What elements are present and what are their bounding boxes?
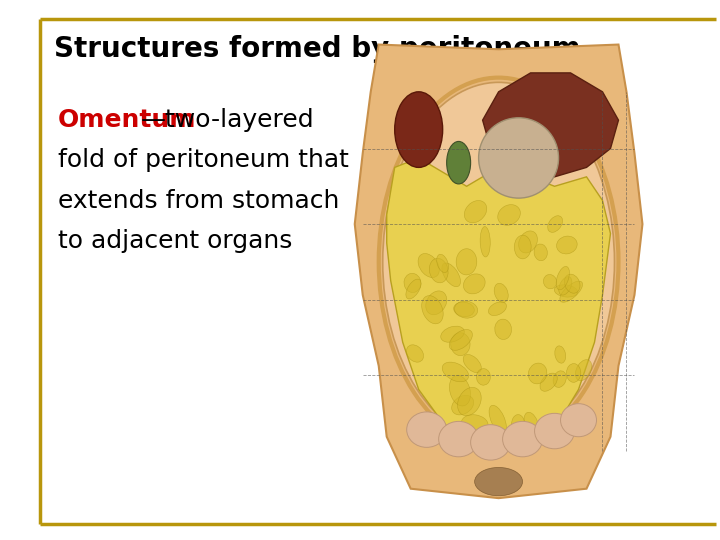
Ellipse shape xyxy=(454,301,477,318)
Ellipse shape xyxy=(495,319,511,340)
Ellipse shape xyxy=(528,363,547,384)
Ellipse shape xyxy=(560,281,582,302)
Ellipse shape xyxy=(426,291,446,315)
Ellipse shape xyxy=(559,276,572,295)
PathPatch shape xyxy=(355,44,642,498)
Ellipse shape xyxy=(418,253,439,278)
Ellipse shape xyxy=(407,412,446,447)
Ellipse shape xyxy=(544,274,557,289)
Ellipse shape xyxy=(404,273,421,293)
Ellipse shape xyxy=(449,375,470,406)
Ellipse shape xyxy=(471,424,510,460)
Ellipse shape xyxy=(406,279,421,299)
Ellipse shape xyxy=(518,231,537,253)
Ellipse shape xyxy=(464,274,485,294)
Ellipse shape xyxy=(463,354,482,373)
Ellipse shape xyxy=(564,274,580,293)
Ellipse shape xyxy=(556,266,570,290)
Ellipse shape xyxy=(438,421,479,457)
Ellipse shape xyxy=(456,249,477,275)
Ellipse shape xyxy=(457,387,481,416)
Ellipse shape xyxy=(511,415,525,436)
Ellipse shape xyxy=(548,215,562,232)
Ellipse shape xyxy=(464,200,487,223)
Ellipse shape xyxy=(534,413,575,449)
Ellipse shape xyxy=(567,363,581,382)
Ellipse shape xyxy=(422,295,444,324)
Ellipse shape xyxy=(498,205,521,225)
Ellipse shape xyxy=(395,92,443,167)
Ellipse shape xyxy=(540,373,557,392)
Ellipse shape xyxy=(446,141,471,184)
Ellipse shape xyxy=(383,82,614,442)
Ellipse shape xyxy=(557,236,577,254)
Ellipse shape xyxy=(477,369,490,385)
Ellipse shape xyxy=(514,235,531,259)
Text: to adjacent organs: to adjacent organs xyxy=(58,230,292,253)
Text: extends from stomach: extends from stomach xyxy=(58,189,339,213)
Ellipse shape xyxy=(561,403,596,437)
Ellipse shape xyxy=(480,227,490,257)
Ellipse shape xyxy=(451,395,474,415)
Text: Structures formed by peritoneum: Structures formed by peritoneum xyxy=(54,35,580,63)
PathPatch shape xyxy=(482,73,618,177)
Ellipse shape xyxy=(553,371,567,387)
Ellipse shape xyxy=(524,413,539,435)
Ellipse shape xyxy=(474,468,523,496)
Ellipse shape xyxy=(575,360,592,381)
Ellipse shape xyxy=(554,285,577,297)
Ellipse shape xyxy=(437,254,449,273)
Ellipse shape xyxy=(503,421,543,457)
PathPatch shape xyxy=(387,158,611,446)
Text: Omentum: Omentum xyxy=(58,108,196,132)
Ellipse shape xyxy=(451,333,470,356)
Ellipse shape xyxy=(494,284,508,302)
Ellipse shape xyxy=(442,263,461,287)
Ellipse shape xyxy=(442,362,469,382)
Text: fold of peritoneum that: fold of peritoneum that xyxy=(58,148,348,172)
Ellipse shape xyxy=(441,326,464,342)
Ellipse shape xyxy=(449,329,472,350)
Ellipse shape xyxy=(555,346,566,363)
Ellipse shape xyxy=(407,345,423,362)
Ellipse shape xyxy=(454,302,474,316)
Text: —two-layered: —two-layered xyxy=(140,108,314,132)
Ellipse shape xyxy=(488,302,506,315)
Ellipse shape xyxy=(462,415,488,433)
Ellipse shape xyxy=(534,244,547,261)
Ellipse shape xyxy=(489,406,506,434)
Ellipse shape xyxy=(479,118,559,198)
Ellipse shape xyxy=(429,258,448,283)
